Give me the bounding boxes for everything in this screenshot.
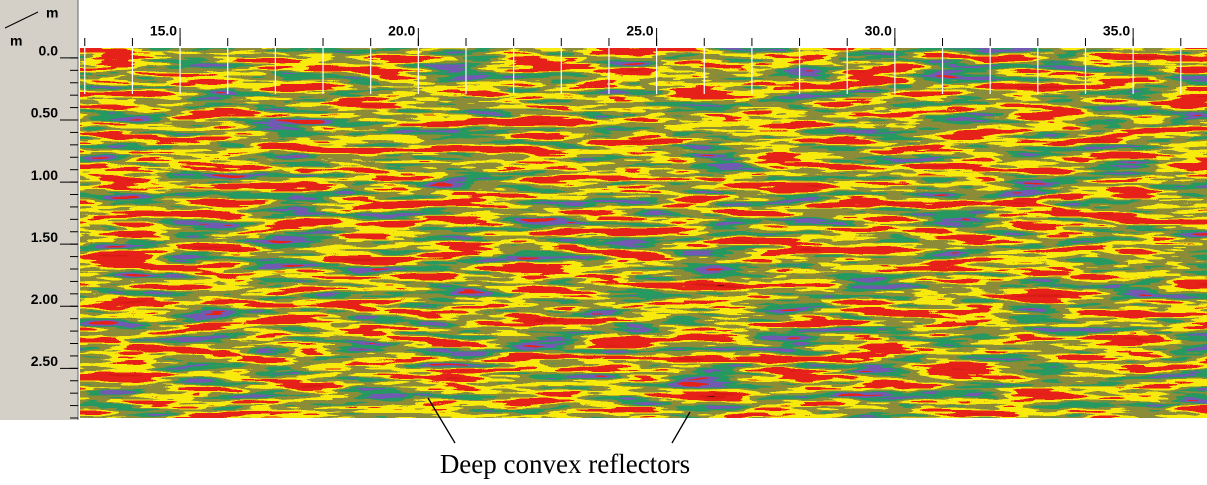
y-tick-label: 0.0 (39, 43, 59, 59)
radargram-image (80, 48, 1207, 418)
y-tick-label: 2.00 (31, 291, 58, 307)
y-tick-label: 0.50 (31, 105, 58, 121)
y-tick-label: 2.50 (31, 353, 58, 369)
annotation: Deep convex reflectors (440, 449, 690, 479)
x-tick-label: 20.0 (388, 23, 415, 39)
y-axis-panel (0, 0, 78, 420)
annotation-pointer (427, 397, 456, 444)
x-axis-panel (78, 0, 1207, 46)
x-unit: m (46, 5, 58, 21)
corner-diagonal (4, 11, 39, 29)
y-unit: m (10, 33, 22, 49)
x-tick-label: 30.0 (865, 23, 892, 39)
x-tick-label: 25.0 (626, 23, 653, 39)
y-tick-label: 1.00 (31, 167, 58, 183)
annotation-pointer (671, 411, 691, 444)
x-tick-label: 15.0 (150, 23, 177, 39)
y-tick-label: 1.50 (31, 229, 58, 245)
x-tick-label: 35.0 (1103, 23, 1130, 39)
